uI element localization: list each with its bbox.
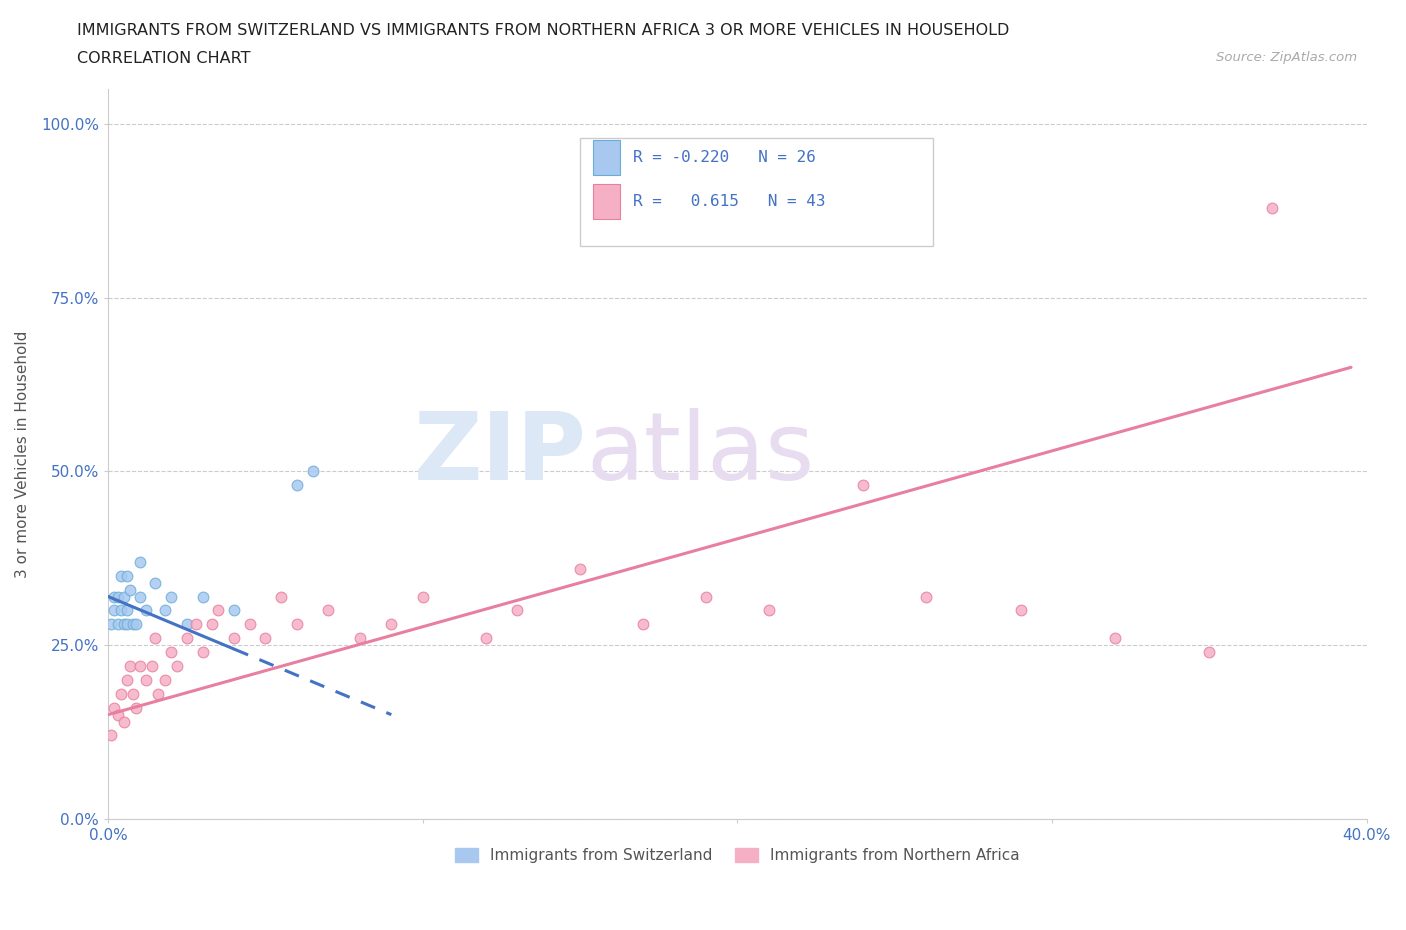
- Point: [112, 617, 135, 631]
- Text: ZIP: ZIP: [413, 408, 586, 500]
- Point: [115, 617, 138, 631]
- Point: [1198, 644, 1220, 659]
- Point: [1104, 631, 1126, 645]
- Point: [100, 617, 122, 631]
- Point: [695, 589, 717, 604]
- Point: [125, 617, 148, 631]
- Point: [222, 631, 245, 645]
- Point: [115, 672, 138, 687]
- Point: [143, 576, 166, 591]
- Point: [107, 707, 129, 722]
- Point: [758, 603, 780, 618]
- Point: [135, 603, 157, 618]
- Point: [115, 568, 138, 583]
- Point: [153, 603, 176, 618]
- Point: [349, 631, 371, 645]
- Point: [176, 631, 198, 645]
- Point: [112, 589, 135, 604]
- Point: [103, 700, 125, 715]
- Point: [153, 672, 176, 687]
- Text: CORRELATION CHART: CORRELATION CHART: [77, 51, 250, 66]
- Point: [141, 658, 163, 673]
- Point: [135, 672, 157, 687]
- Bar: [593, 140, 620, 176]
- Point: [191, 589, 214, 604]
- Point: [112, 714, 135, 729]
- Point: [120, 658, 142, 673]
- Point: [143, 631, 166, 645]
- Point: [107, 617, 129, 631]
- Point: [285, 478, 308, 493]
- Point: [301, 464, 323, 479]
- Point: [160, 589, 183, 604]
- Point: [128, 554, 150, 569]
- Point: [110, 686, 132, 701]
- Point: [1010, 603, 1032, 618]
- Point: [201, 617, 224, 631]
- Text: R = -0.220   N = 26: R = -0.220 N = 26: [633, 151, 815, 166]
- Point: [318, 603, 340, 618]
- Point: [569, 562, 592, 577]
- Point: [103, 603, 125, 618]
- Point: [412, 589, 434, 604]
- Point: [222, 603, 245, 618]
- Point: [254, 631, 277, 645]
- Point: [122, 686, 145, 701]
- Point: [103, 589, 125, 604]
- Y-axis label: 3 or more Vehicles in Household: 3 or more Vehicles in Household: [15, 330, 30, 578]
- Text: atlas: atlas: [586, 408, 814, 500]
- Point: [166, 658, 188, 673]
- Point: [474, 631, 496, 645]
- Point: [107, 589, 129, 604]
- Point: [125, 700, 148, 715]
- Point: [110, 603, 132, 618]
- Point: [270, 589, 292, 604]
- Point: [128, 589, 150, 604]
- Point: [285, 617, 308, 631]
- Point: [128, 658, 150, 673]
- Point: [160, 644, 183, 659]
- Point: [631, 617, 654, 631]
- Point: [115, 603, 138, 618]
- Point: [148, 686, 170, 701]
- Text: R =   0.615   N = 43: R = 0.615 N = 43: [633, 194, 825, 209]
- Point: [186, 617, 208, 631]
- Point: [506, 603, 529, 618]
- Point: [122, 617, 145, 631]
- Point: [207, 603, 229, 618]
- Text: Source: ZipAtlas.com: Source: ZipAtlas.com: [1216, 51, 1357, 64]
- Point: [852, 478, 875, 493]
- Point: [176, 617, 198, 631]
- Bar: [593, 184, 620, 219]
- Point: [191, 644, 214, 659]
- Point: [915, 589, 938, 604]
- Point: [1261, 200, 1284, 215]
- Point: [239, 617, 262, 631]
- Point: [100, 728, 122, 743]
- Point: [120, 582, 142, 597]
- FancyBboxPatch shape: [581, 139, 932, 246]
- Text: IMMIGRANTS FROM SWITZERLAND VS IMMIGRANTS FROM NORTHERN AFRICA 3 OR MORE VEHICLE: IMMIGRANTS FROM SWITZERLAND VS IMMIGRANT…: [77, 23, 1010, 38]
- Point: [380, 617, 402, 631]
- Point: [110, 568, 132, 583]
- Legend: Immigrants from Switzerland, Immigrants from Northern Africa: Immigrants from Switzerland, Immigrants …: [449, 843, 1026, 870]
